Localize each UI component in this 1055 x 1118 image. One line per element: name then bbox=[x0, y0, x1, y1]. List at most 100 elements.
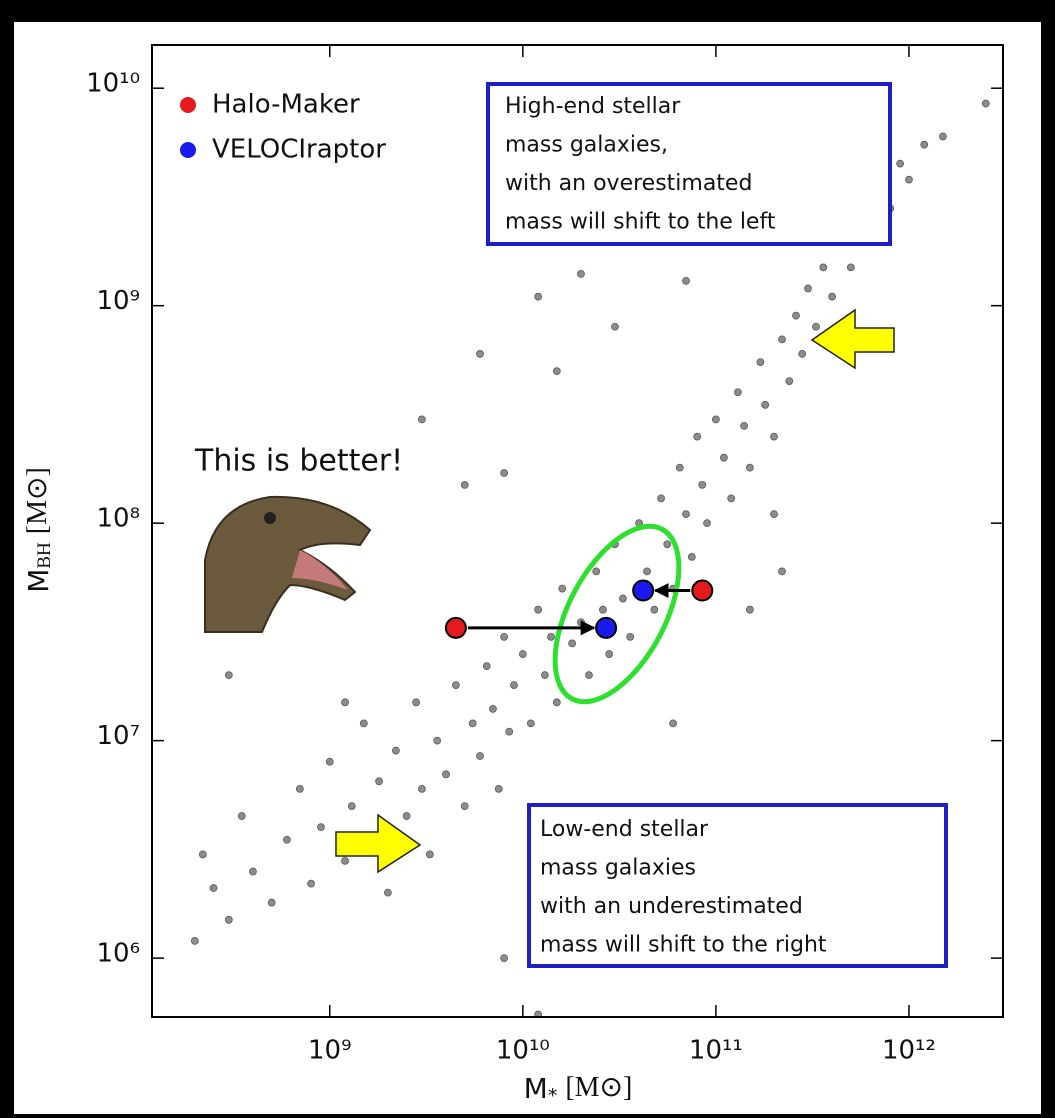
scatter-point bbox=[325, 757, 334, 766]
scatter-point bbox=[804, 284, 812, 293]
annotation-line: mass galaxies, bbox=[505, 133, 668, 158]
top-band bbox=[0, 0, 1055, 22]
scatter-point bbox=[812, 322, 820, 331]
scatter-point bbox=[693, 432, 702, 441]
y-tick-label: 10⁸ bbox=[96, 504, 140, 534]
scatter-point bbox=[510, 681, 518, 690]
scatter-point bbox=[643, 567, 651, 576]
dinosaur-mouth bbox=[292, 550, 348, 590]
scatter-point bbox=[703, 519, 711, 528]
scatter-point bbox=[605, 650, 614, 658]
scatter-point bbox=[558, 584, 567, 593]
annotation-box bbox=[486, 82, 892, 246]
right-band bbox=[1041, 0, 1055, 1114]
scatter-point bbox=[224, 915, 233, 924]
scatter-point bbox=[663, 540, 672, 549]
scatter-point bbox=[249, 867, 257, 876]
scatter-point bbox=[359, 719, 368, 728]
y-axis-label: MBH [M⊙] bbox=[22, 467, 55, 593]
y-label-symbol: M bbox=[22, 569, 55, 593]
scatter-point bbox=[307, 879, 315, 888]
scatter-point bbox=[568, 639, 577, 648]
scatter-point bbox=[534, 605, 543, 614]
dinosaur-illustration bbox=[204, 495, 372, 633]
scatter-point bbox=[494, 784, 503, 793]
scatter-point bbox=[460, 480, 469, 489]
scatter-point bbox=[792, 311, 800, 320]
x-label-unit: [M⊙] bbox=[565, 1072, 632, 1103]
scatter-point bbox=[719, 453, 728, 462]
scatter-point bbox=[526, 719, 535, 728]
scatter-point bbox=[675, 463, 684, 472]
dinosaur-head bbox=[204, 495, 372, 633]
scatter-point bbox=[500, 632, 509, 641]
scatter-point bbox=[785, 377, 794, 385]
y-tick-label: 10⁶ bbox=[96, 939, 140, 969]
scatter-point bbox=[375, 777, 383, 786]
scatter-point bbox=[198, 850, 207, 859]
scatter-point bbox=[442, 770, 450, 779]
scatter-point bbox=[687, 552, 696, 561]
scatter-point bbox=[846, 263, 855, 272]
series-point bbox=[595, 616, 618, 639]
annotation-box bbox=[527, 803, 948, 968]
annotation-line: with an overestimated bbox=[505, 171, 752, 196]
scatter-point bbox=[295, 784, 304, 793]
legend-label: Halo-Maker bbox=[212, 90, 360, 120]
scatter-point bbox=[711, 415, 720, 424]
scatter-point bbox=[761, 400, 770, 409]
scatter-point bbox=[939, 132, 947, 141]
scatter-point bbox=[920, 140, 929, 149]
scatter-point bbox=[433, 736, 442, 745]
x-tick-label: 10⁹ bbox=[308, 1036, 352, 1066]
plot-frame bbox=[151, 44, 1004, 1018]
scatter-point bbox=[657, 494, 665, 503]
scatter-point bbox=[347, 802, 356, 810]
y-tick-label: 10¹⁰ bbox=[86, 69, 140, 99]
scatter-point bbox=[209, 884, 218, 892]
annotation-line: with an underestimated bbox=[540, 894, 803, 919]
x-tick-label: 10¹¹ bbox=[689, 1036, 743, 1066]
scatter-point bbox=[770, 432, 778, 441]
scatter-point bbox=[740, 422, 749, 430]
x-label-subscript: * bbox=[548, 1085, 558, 1107]
scatter-point bbox=[552, 698, 561, 707]
series-point bbox=[444, 616, 467, 639]
left-band bbox=[0, 0, 14, 1114]
scatter-point bbox=[577, 269, 585, 278]
scatter-point bbox=[798, 350, 807, 358]
legend-label: VELOCIraptor bbox=[212, 135, 386, 165]
x-tick-label: 10¹⁰ bbox=[496, 1036, 550, 1066]
annotation-text: Low-end stellar mass galaxies with an unde… bbox=[540, 817, 827, 958]
scatter-point bbox=[626, 632, 635, 641]
scatter-point bbox=[611, 322, 619, 331]
scatter-point bbox=[599, 605, 607, 614]
scatter-point bbox=[727, 494, 736, 503]
scatter-point bbox=[317, 823, 325, 832]
scatter-point bbox=[476, 752, 484, 760]
annotation-line: mass galaxies bbox=[540, 856, 696, 881]
scatter-point bbox=[224, 671, 233, 680]
legend-marker bbox=[180, 142, 196, 158]
scatter-point bbox=[592, 567, 601, 576]
scatter-point bbox=[682, 510, 690, 519]
scatter-point bbox=[619, 594, 627, 603]
scatter-point bbox=[682, 276, 690, 285]
series-point bbox=[632, 579, 655, 602]
scatter-point bbox=[585, 671, 593, 680]
scatter-point bbox=[237, 812, 246, 820]
scatter-point bbox=[650, 605, 659, 614]
scatter-point bbox=[518, 650, 527, 658]
annotation-line: mass will shift to the right bbox=[540, 933, 827, 958]
scatter-point bbox=[402, 812, 411, 820]
scatter-point bbox=[468, 719, 477, 728]
annotation-line: High-end stellar bbox=[505, 94, 681, 119]
scatter-point bbox=[770, 510, 778, 519]
scatter-point bbox=[778, 567, 786, 576]
yellow-arrow-right bbox=[335, 813, 422, 874]
scatter-point bbox=[552, 367, 561, 376]
series-point bbox=[691, 579, 714, 602]
scatter-point bbox=[460, 802, 469, 810]
